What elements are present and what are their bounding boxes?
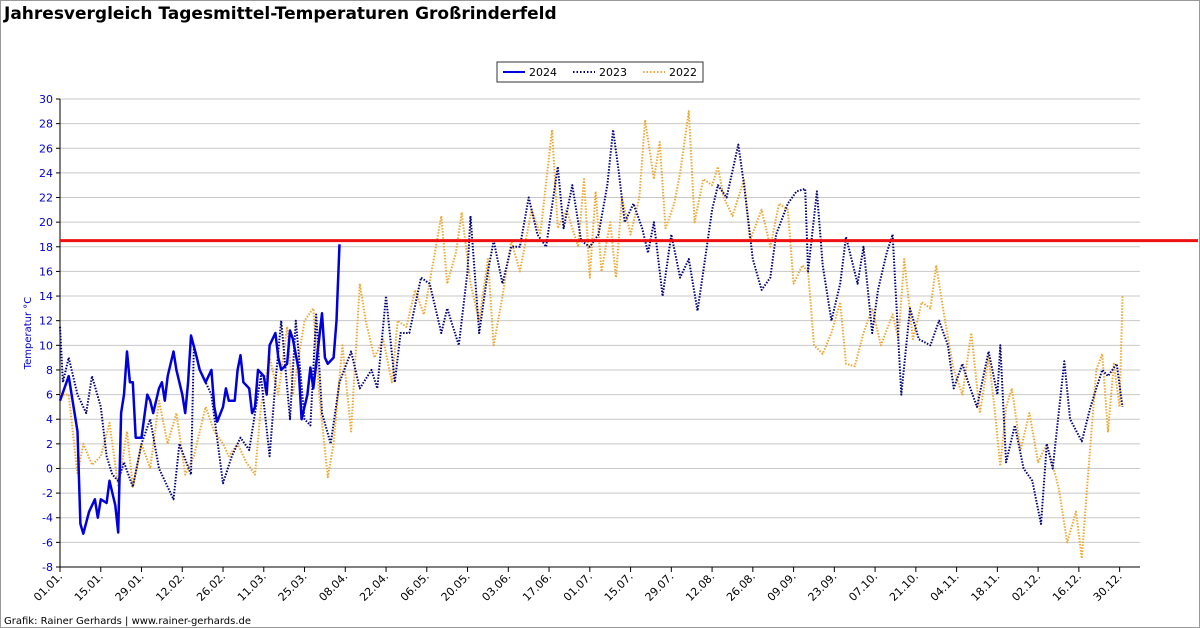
y-tick-label: 14 — [39, 290, 53, 303]
y-tick-label: 16 — [39, 265, 53, 278]
y-tick-label: 30 — [39, 93, 53, 106]
y-tick-label: 20 — [39, 216, 53, 229]
y-tick-label: 22 — [39, 192, 53, 205]
y-tick-label: 0 — [46, 462, 53, 475]
y-tick-label: -4 — [42, 512, 53, 525]
y-tick-label: 6 — [46, 389, 53, 402]
y-tick-label: -6 — [42, 536, 53, 549]
y-tick-label: 18 — [39, 241, 53, 254]
y-tick-label: 10 — [39, 339, 53, 352]
legend-label: 2023 — [599, 66, 627, 79]
series-line — [58, 244, 341, 535]
y-tick-label: 12 — [39, 315, 53, 328]
y-tick-label: 28 — [39, 118, 53, 131]
y-tick-label: 8 — [46, 364, 53, 377]
y-tick-label: 2 — [46, 438, 53, 451]
series-line — [59, 128, 1124, 525]
y-tick-label: -2 — [42, 487, 53, 500]
legend-label: 2022 — [669, 66, 697, 79]
series-line — [60, 110, 1124, 560]
y-axis-label: Temperatur °C — [23, 297, 34, 371]
y-tick-label: 26 — [39, 142, 53, 155]
y-tick-label: 4 — [46, 413, 53, 426]
legend-box — [496, 61, 704, 83]
y-tick-label: 24 — [39, 167, 53, 180]
legend-label: 2024 — [529, 66, 557, 79]
footer: Grafik: Rainer Gerhards | www.rainer-ger… — [4, 616, 251, 627]
y-tick-label: -8 — [42, 561, 53, 574]
chart-title: Jahresvergleich Tagesmittel-Temperaturen… — [3, 4, 557, 24]
